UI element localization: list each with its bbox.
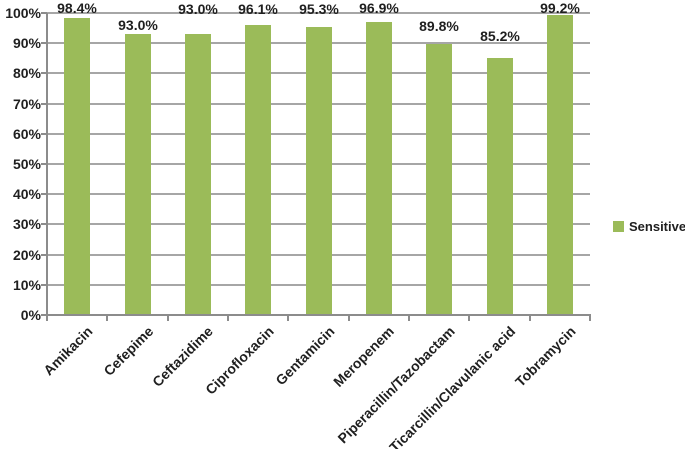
bar-Tobramycin	[547, 15, 573, 315]
bar-Cefepime	[125, 34, 151, 315]
x-axis-line	[46, 314, 591, 316]
y-tick-20	[41, 253, 47, 256]
x-tick-5	[348, 315, 350, 321]
bar-Piperacillin/Tazobactam	[426, 44, 452, 315]
data-label-Tobramycin: 99.2%	[540, 0, 580, 16]
x-tick-7	[468, 315, 470, 321]
y-tick-30	[41, 223, 47, 226]
y-tick-0	[41, 314, 47, 316]
legend-swatch-sensitive	[613, 221, 624, 232]
bar-Ciprofloxacin	[245, 25, 271, 315]
y-axis-label-0: 0%	[20, 307, 41, 323]
y-tick-90	[41, 42, 47, 45]
y-axis-label-60: 60%	[12, 125, 41, 142]
data-label-Piperacillin/Tazobactam: 89.8%	[419, 18, 459, 34]
x-axis-label-text: Amikacin	[39, 323, 96, 379]
y-tick-40	[41, 193, 47, 196]
y-tick-100	[41, 12, 47, 14]
data-label-Gentamicin: 95.3%	[299, 1, 339, 17]
y-tick-70	[41, 102, 47, 105]
x-tick-2	[167, 315, 169, 321]
legend: Sensitive	[613, 219, 685, 234]
y-axis-label-10: 10%	[12, 276, 41, 293]
y-axis-label-20: 20%	[12, 246, 41, 263]
y-axis-label-90: 90%	[12, 35, 41, 52]
y-axis-label-40: 40%	[12, 186, 41, 203]
x-tick-9	[589, 315, 591, 321]
x-tick-8	[529, 315, 531, 321]
bar-Gentamicin	[306, 27, 332, 315]
legend-label: Sensitive	[629, 219, 685, 234]
data-label-Meropenem: 96.9%	[359, 0, 399, 16]
x-axis-label-text: Tobramycin	[511, 323, 579, 390]
y-tick-50	[41, 163, 47, 165]
y-tick-10	[41, 283, 47, 286]
bar-Meropenem	[366, 22, 392, 315]
data-label-Ceftazidime: 93.0%	[178, 1, 218, 17]
x-axis-label-text: Gentamicin	[272, 323, 338, 389]
x-tick-3	[227, 315, 229, 321]
y-axis-label-30: 30%	[12, 216, 41, 233]
x-axis-label-text: Meropenem	[330, 323, 398, 390]
data-label-Amikacin: 98.4%	[57, 0, 97, 16]
x-tick-4	[287, 315, 289, 321]
x-tick-1	[106, 315, 108, 321]
data-label-Cefepime: 93.0%	[118, 17, 158, 33]
y-tick-60	[41, 132, 47, 135]
gridline-100	[47, 12, 590, 14]
x-axis-label-text: Piperacillin/Tazobactam	[333, 323, 458, 447]
x-tick-6	[408, 315, 410, 321]
data-label-Ciprofloxacin: 96.1%	[238, 1, 278, 17]
bar-Ceftazidime	[185, 34, 211, 315]
x-tick-0	[46, 315, 48, 321]
y-axis-label-80: 80%	[12, 65, 41, 82]
bar-Ticarcillin/Clavulanic acid	[487, 58, 513, 315]
y-tick-80	[41, 72, 47, 75]
y-axis-label-70: 70%	[12, 95, 41, 112]
bar-Amikacin	[64, 18, 90, 315]
x-axis-label-text: Ceftazidime	[149, 323, 217, 390]
data-label-Ticarcillin/Clavulanic acid: 85.2%	[480, 28, 520, 44]
y-axis-label-100: 100%	[5, 5, 41, 21]
y-axis-line	[46, 13, 48, 317]
y-axis-label-50: 50%	[12, 156, 41, 172]
x-axis-label-text: Cefepime	[100, 323, 157, 379]
